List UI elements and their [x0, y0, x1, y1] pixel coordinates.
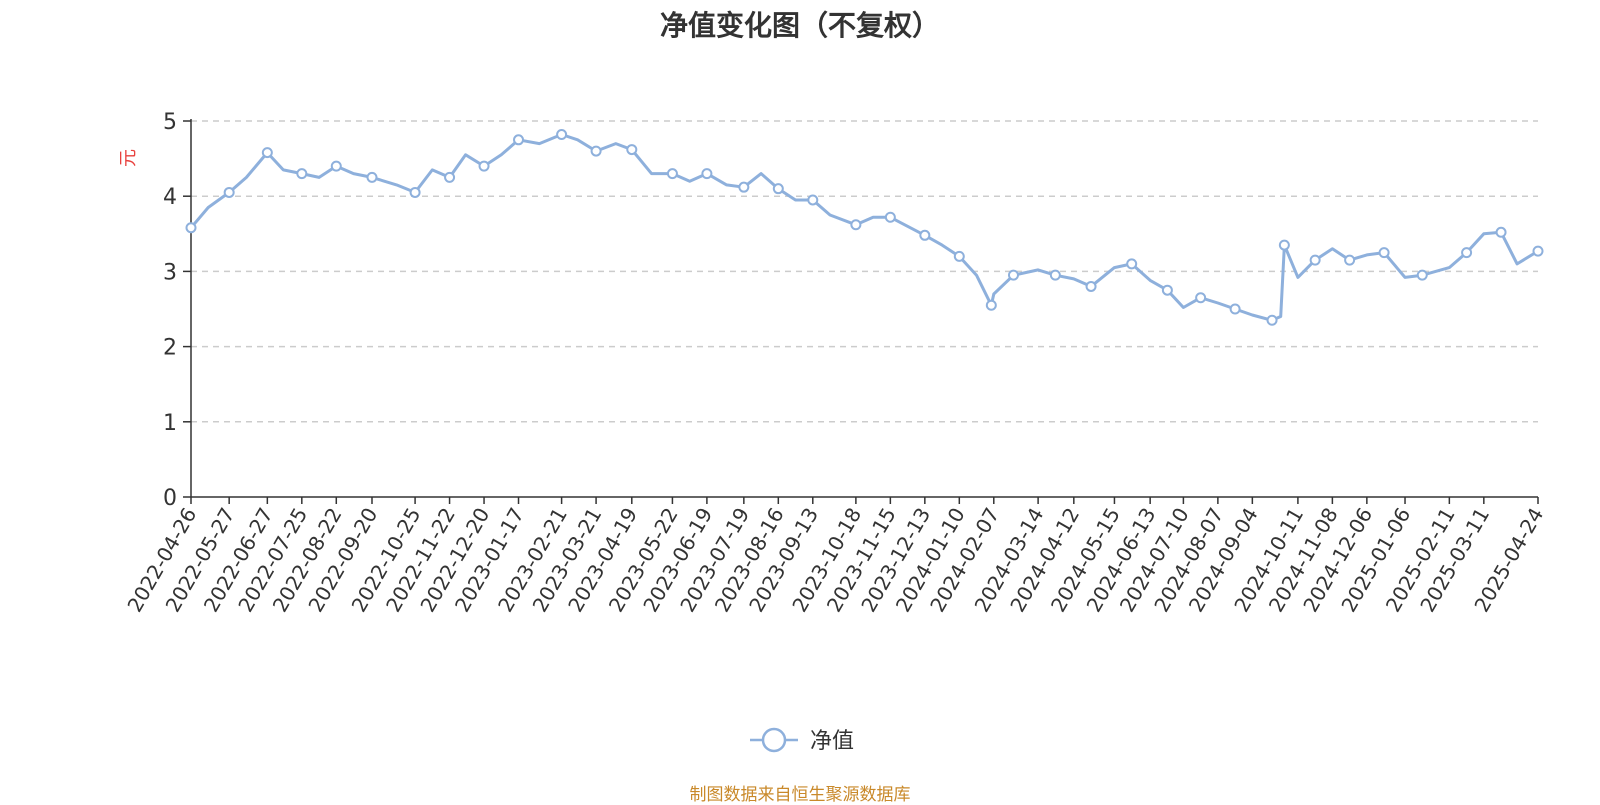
- data-point[interactable]: [1495, 226, 1507, 238]
- data-point[interactable]: [478, 160, 490, 172]
- data-point[interactable]: [409, 186, 421, 198]
- legend-marker-icon: [761, 727, 787, 753]
- data-point[interactable]: [1309, 254, 1321, 266]
- legend[interactable]: 净值: [750, 727, 854, 754]
- data-point[interactable]: [666, 168, 678, 180]
- series-line: [189, 133, 1539, 322]
- data-point[interactable]: [953, 250, 965, 262]
- data-point[interactable]: [738, 181, 750, 193]
- data-point[interactable]: [261, 147, 273, 159]
- data-point[interactable]: [223, 186, 235, 198]
- data-point[interactable]: [884, 211, 896, 223]
- axes: [183, 119, 1539, 504]
- data-point[interactable]: [807, 194, 819, 206]
- chart-title: 净值变化图（不复权）: [659, 9, 940, 42]
- data-point[interactable]: [1161, 284, 1173, 296]
- data-point[interactable]: [1229, 303, 1241, 315]
- source-note: 制图数据来自恒生聚源数据库: [689, 785, 911, 805]
- data-point[interactable]: [1416, 269, 1428, 281]
- data-point[interactable]: [1532, 245, 1544, 257]
- data-point[interactable]: [1126, 258, 1138, 270]
- data-point[interactable]: [444, 171, 456, 183]
- data-point[interactable]: [1266, 314, 1278, 326]
- y-tick-label: 0: [163, 486, 177, 511]
- data-point[interactable]: [556, 129, 568, 141]
- data-point[interactable]: [1278, 239, 1290, 251]
- data-point[interactable]: [1195, 292, 1207, 304]
- data-point[interactable]: [185, 222, 197, 234]
- data-point[interactable]: [366, 171, 378, 183]
- data-point[interactable]: [1085, 280, 1097, 292]
- y-tick-label: 5: [163, 110, 177, 135]
- x-tick-labels: 2022-04-262022-05-272022-06-272022-07-25…: [122, 504, 1548, 617]
- data-point[interactable]: [1049, 269, 1061, 281]
- data-point[interactable]: [919, 229, 931, 241]
- data-point[interactable]: [1378, 247, 1390, 259]
- data-point[interactable]: [850, 219, 862, 231]
- series-layer: [185, 129, 1544, 326]
- legend-label: 净值: [810, 729, 854, 754]
- data-point[interactable]: [590, 145, 602, 157]
- data-point[interactable]: [626, 144, 638, 156]
- y-tick-label: 1: [163, 411, 177, 436]
- data-point[interactable]: [513, 134, 525, 146]
- data-point[interactable]: [1344, 254, 1356, 266]
- data-point[interactable]: [1461, 247, 1473, 259]
- gridlines: [191, 120, 1538, 423]
- data-point[interactable]: [701, 168, 713, 180]
- y-tick-labels: 0 1 2 3 4 5: [163, 110, 177, 511]
- data-point[interactable]: [985, 299, 997, 311]
- data-point[interactable]: [330, 160, 342, 172]
- y-axis-label: 元: [118, 149, 139, 167]
- y-tick-label: 3: [163, 260, 177, 285]
- data-point[interactable]: [1007, 269, 1019, 281]
- y-tick-label: 4: [163, 185, 177, 210]
- data-point[interactable]: [296, 168, 308, 180]
- y-tick-label: 2: [163, 336, 177, 361]
- data-point[interactable]: [772, 183, 784, 195]
